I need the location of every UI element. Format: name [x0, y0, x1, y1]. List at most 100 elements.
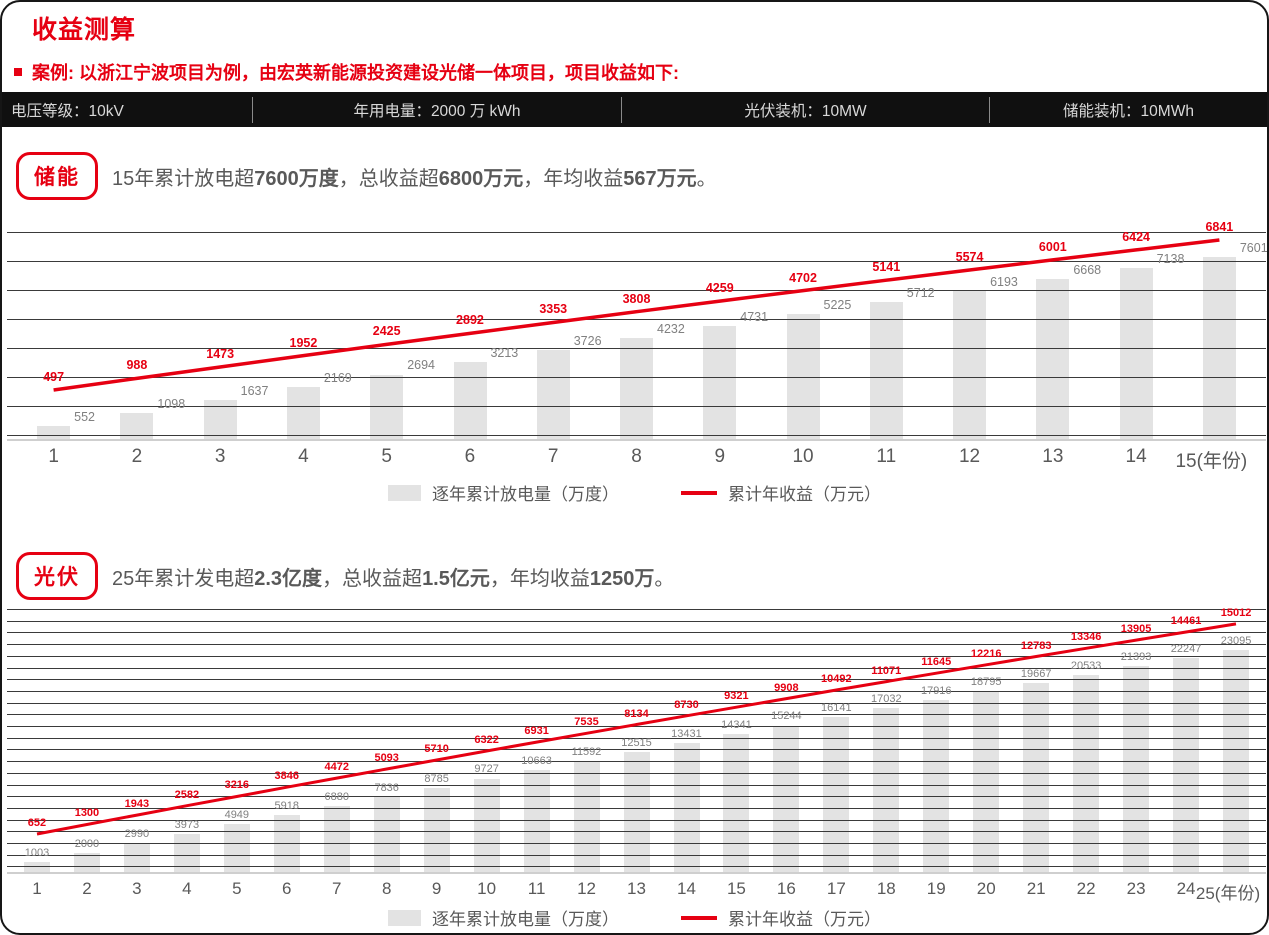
- x-tick-label: 18: [876, 879, 896, 898]
- bar: [323, 805, 350, 872]
- line-value-label: 14461: [1170, 614, 1202, 627]
- legend-item-bars: 逐年累计放电量（万度）: [388, 480, 619, 505]
- x-tick-label: 6: [282, 879, 292, 898]
- storage-section-header: 储能 15年累计放电超7600万度，总收益超6800万元，年均收益567万元。: [16, 152, 1257, 200]
- bar-value-label: 17032: [871, 693, 902, 706]
- bar: [873, 708, 900, 872]
- line-value-label: 12783: [1020, 639, 1052, 652]
- project-params-bar: 电压等级：10kV 年用电量：2000 万 kWh 光伏装机：10MW 储能装机…: [2, 92, 1267, 127]
- headline-text: ，总收益超: [338, 167, 439, 190]
- x-tick-label: 7: [547, 446, 559, 467]
- legend-item-line: 累计年收益（万元）: [681, 480, 881, 505]
- bar-value-label: 10663: [521, 754, 552, 767]
- x-tick-label: 5: [232, 879, 242, 898]
- x-tick-label: 3: [132, 879, 142, 898]
- bar-value-label: 19667: [1020, 667, 1052, 680]
- param-pv-capacity: 光伏装机：10MW: [744, 102, 867, 120]
- pv-chart-legend: 逐年累计放电量（万度） 累计年收益（万元）: [2, 905, 1267, 930]
- x-tick-label: 9: [714, 446, 726, 467]
- bar-value-label: 6193: [990, 274, 1018, 289]
- line-swatch-icon: [681, 915, 717, 920]
- bar-value-label: 5712: [906, 286, 935, 301]
- x-tick-label: 13: [627, 879, 646, 898]
- gridline: [7, 749, 1266, 751]
- gridline: [7, 819, 1266, 821]
- x-tick-label: 10: [477, 879, 497, 898]
- bar-value-label: 20533: [1070, 659, 1102, 672]
- gridline: [7, 796, 1266, 798]
- storage-badge: 储能: [16, 152, 98, 200]
- bar: [1223, 650, 1249, 872]
- bar-value-label: 22247: [1170, 643, 1202, 656]
- gridline: [7, 348, 1266, 349]
- divider: [989, 96, 990, 123]
- headline-text: ，年均收益: [489, 567, 590, 590]
- bar-value-label: 12515: [621, 736, 652, 749]
- gridline: [7, 655, 1266, 657]
- line-value-label: 13346: [1070, 631, 1102, 644]
- line-value-label: 2582: [174, 788, 200, 801]
- bar: [1173, 658, 1200, 872]
- x-tick-label: 21: [1026, 879, 1046, 898]
- x-tick-label: 14: [676, 879, 696, 898]
- gridline: [7, 772, 1266, 774]
- x-tick-label: 14: [1125, 446, 1147, 467]
- line-value-label: 5141: [872, 260, 901, 275]
- case-note-row: 案例: 以浙江宁波项目为例，由宏英新能源投资建设光储一体项目，项目收益如下:: [14, 59, 1257, 85]
- line-value-label: 15012: [1220, 606, 1252, 619]
- line-value-label: 5093: [374, 751, 399, 764]
- x-tick-label: 20: [976, 879, 996, 898]
- bar: [1036, 279, 1070, 439]
- bar: [953, 290, 987, 439]
- bar-value-label: 14341: [721, 719, 752, 732]
- bar-swatch-icon: [388, 484, 421, 501]
- line-swatch-icon: [681, 490, 717, 495]
- legend-label: 累计年收益（万元）: [728, 485, 881, 504]
- bar: [536, 349, 570, 439]
- gridline: [7, 435, 1266, 436]
- line-value-label: 497: [43, 370, 65, 385]
- line-value-label: 4259: [705, 281, 734, 296]
- pv-badge: 光伏: [16, 552, 98, 600]
- x-tick-label: 11: [876, 446, 897, 467]
- bar-value-label: 4232: [657, 321, 685, 336]
- bar-value-label: 2990: [124, 828, 150, 841]
- line-value-label: 1952: [289, 335, 318, 350]
- line-value-label: 3216: [224, 779, 250, 792]
- gridline: [7, 714, 1266, 716]
- line-value-label: 6841: [1205, 220, 1234, 234]
- headline-number: 1250万: [589, 567, 655, 590]
- line-value-label: 652: [27, 816, 47, 829]
- trend-line: [36, 622, 1237, 836]
- x-tick-label: 12: [958, 446, 981, 467]
- x-tick-label: 7: [332, 879, 342, 898]
- storage-chart-legend: 逐年累计放电量（万度） 累计年收益（万元）: [2, 480, 1267, 505]
- gridline: [7, 761, 1266, 763]
- line-value-label: 11071: [871, 664, 902, 677]
- gridline: [7, 667, 1266, 669]
- bar: [1123, 666, 1150, 872]
- param-voltage-level: 电压等级：10kV: [11, 102, 124, 120]
- line-value-label: 8730: [674, 698, 699, 711]
- headline-text: 15年累计放电超: [112, 167, 255, 190]
- x-tick-label: 5: [381, 446, 392, 467]
- gridline: [7, 690, 1266, 692]
- x-tick-label: 2: [82, 879, 92, 898]
- bar-value-label: 2694: [407, 358, 435, 373]
- x-axis-line: [7, 872, 1266, 874]
- gridline: [7, 737, 1266, 739]
- gridline: [7, 831, 1266, 833]
- bar-value-label: 5225: [823, 297, 852, 312]
- bar-value-label: 7138: [1156, 252, 1185, 267]
- line-value-label: 5710: [424, 742, 449, 755]
- bar: [573, 760, 600, 872]
- bar-value-label: 7601: [1239, 241, 1268, 255]
- headline-number: 2.3亿度: [254, 567, 323, 590]
- legend-label: 累计年收益（万元）: [728, 910, 881, 929]
- line-value-label: 10492: [821, 673, 852, 686]
- storage-chart: 552 497 1 1098 988 2 1637 1473 3 2169 1952 4 2694 242…: [2, 220, 1268, 476]
- x-tick-label: 11: [527, 879, 546, 898]
- bar-value-label: 15244: [771, 710, 802, 723]
- x-tick-label: 9: [431, 879, 442, 898]
